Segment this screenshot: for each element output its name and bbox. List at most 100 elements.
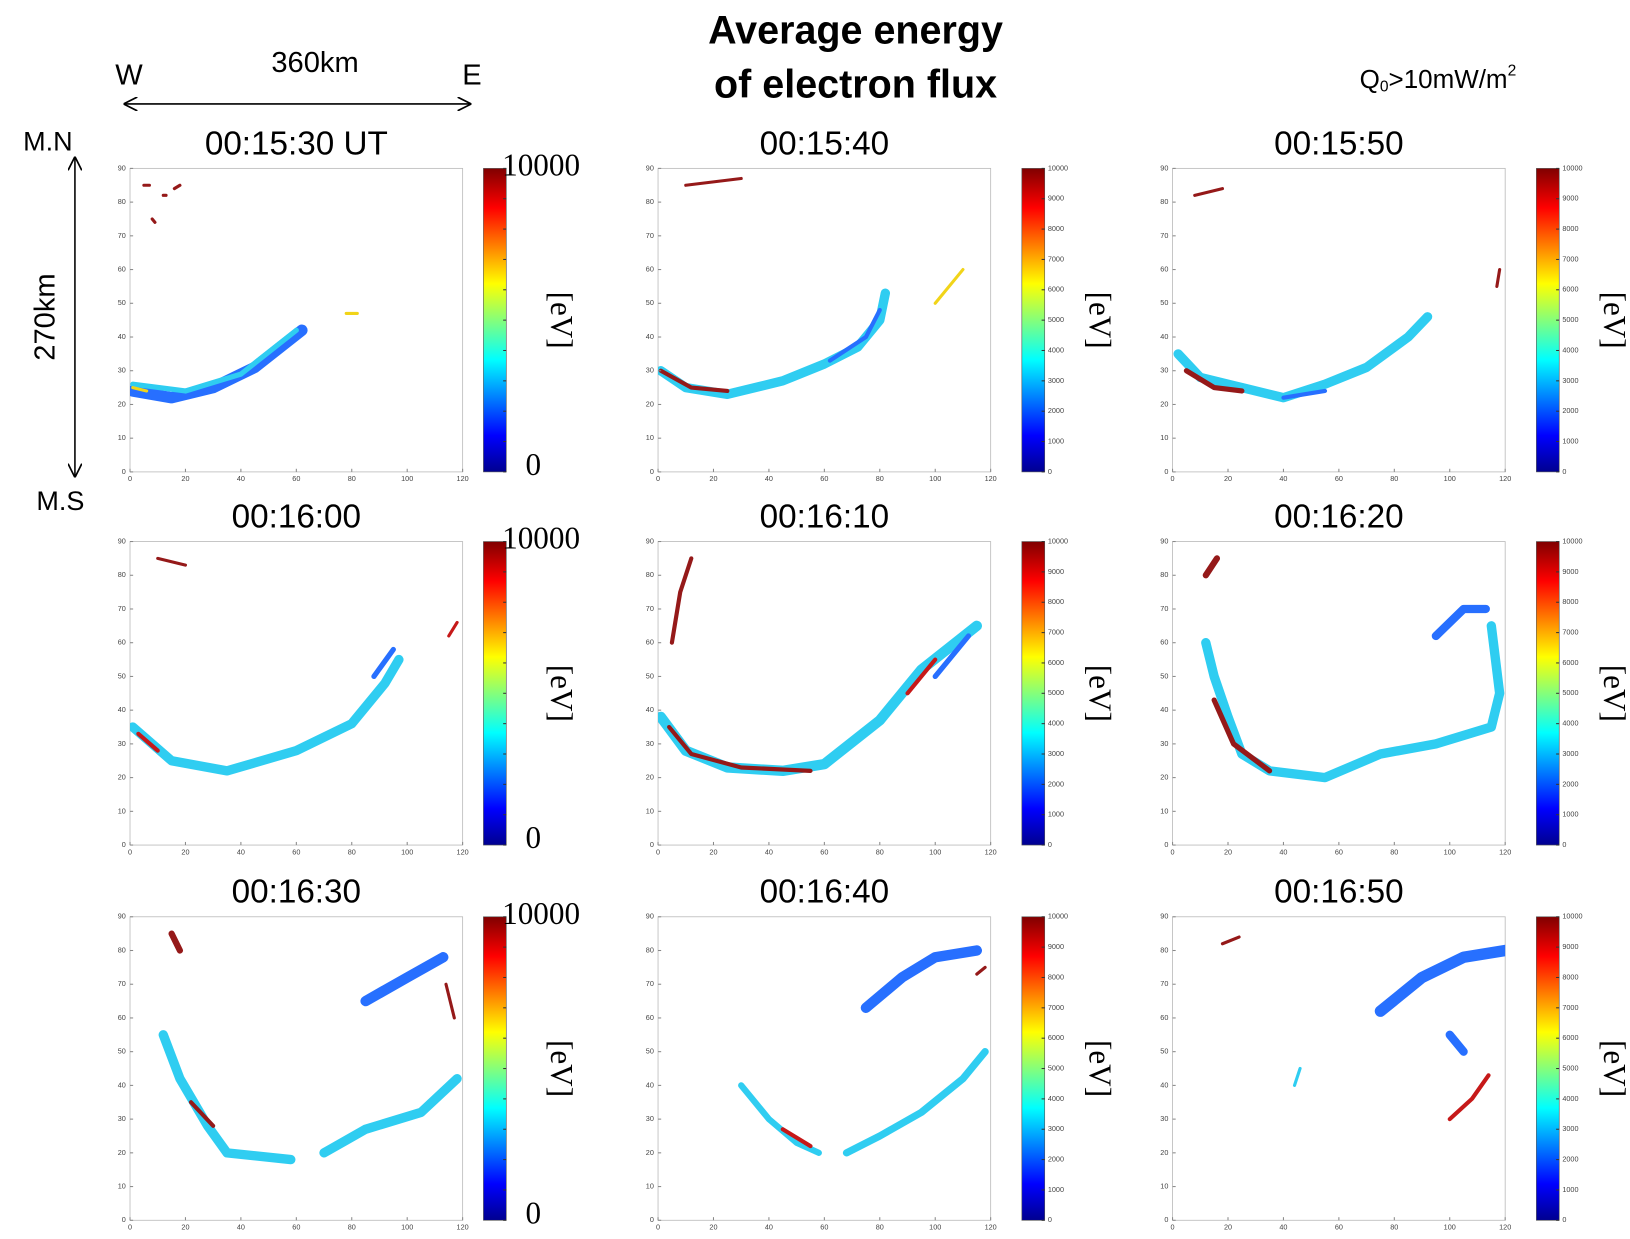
y-tick-label: 40 — [118, 1080, 126, 1089]
y-tick-label: 50 — [1160, 298, 1168, 307]
colorbar-tick-label: 4000 — [1562, 1094, 1578, 1103]
title: of electron flux — [714, 63, 997, 107]
aurora-shape — [188, 1100, 216, 1128]
aurora-shape — [1374, 944, 1506, 1017]
colorbar-tick-label: 2000 — [1048, 1155, 1064, 1164]
colorbar-max: 10000 — [502, 148, 580, 183]
colorbar-tick-label: 9000 — [1048, 942, 1064, 951]
aurora-shape — [1281, 388, 1328, 400]
colorbar-tick-label: 3000 — [1048, 1124, 1064, 1133]
y-tick-label: 60 — [118, 264, 126, 273]
x-tick-label: 120 — [985, 474, 997, 483]
colorbar-tick-label: 3000 — [1048, 376, 1064, 385]
aurora — [130, 556, 459, 776]
panel-title: 00:15:50 — [1274, 125, 1403, 162]
y-tick-label: 90 — [646, 163, 654, 172]
y-tick-label: 20 — [1160, 1148, 1168, 1157]
aurora — [130, 183, 359, 404]
colorbar-tick-label: 10000 — [1048, 536, 1068, 545]
y-tick-label: 10 — [118, 1181, 126, 1190]
aurora — [1220, 935, 1506, 1122]
colorbar-tick-label: 0 — [1562, 1215, 1566, 1224]
x-tick-label: 40 — [237, 847, 245, 856]
x-tick-label: 20 — [1224, 474, 1232, 483]
aurora-shape — [684, 176, 743, 187]
aurora-shape — [1495, 267, 1502, 288]
x-tick-label: 80 — [1390, 847, 1398, 856]
colorbar-tick-label: 1000 — [1562, 810, 1578, 819]
colorbar-tick-label: 9000 — [1562, 194, 1578, 203]
colorbar-tick-label: 10000 — [1562, 536, 1582, 545]
y-tick-label: 60 — [646, 638, 654, 647]
y-tick-label: 30 — [1160, 1114, 1168, 1123]
x-tick-label: 20 — [709, 474, 717, 483]
y-tick-label: 0 — [1164, 1215, 1168, 1224]
aurora-shape — [1431, 604, 1490, 641]
x-tick-label: 120 — [457, 474, 469, 483]
y-tick-label: 30 — [118, 366, 126, 375]
aurora-shape — [130, 324, 308, 404]
y-tick-label: 40 — [646, 332, 654, 341]
colorbar — [1021, 168, 1046, 473]
panel-title: 00:16:30 — [232, 874, 361, 911]
colorbar-tick-label: 3000 — [1562, 376, 1578, 385]
x-tick-label: 120 — [985, 847, 997, 856]
y-tick-label: 30 — [1160, 366, 1168, 375]
panel: 00:15:30 UT 0 20 40 60 80 100 120 0 10 20 30 40 50 60 7… — [118, 125, 580, 483]
colorbar-tick-label: 4000 — [1048, 719, 1064, 728]
x-tick-label: 100 — [1444, 847, 1456, 856]
colorbar-tick-label: 6000 — [1048, 658, 1064, 667]
condition-text: >10mW/m — [1389, 64, 1508, 94]
x-tick-label: 40 — [1279, 1222, 1287, 1231]
y-tick-label: 20 — [118, 773, 126, 782]
plot-frame — [129, 916, 464, 1221]
plot-frame — [1172, 167, 1506, 473]
x-tick-label: 20 — [1224, 847, 1232, 856]
y-tick-label: 40 — [118, 705, 126, 714]
y-tick-label: 30 — [1160, 739, 1168, 748]
colorbar-tick-label: 0 — [1562, 467, 1566, 476]
y-tick-label: 70 — [1160, 231, 1168, 240]
panel: 00:16:40 0 20 40 60 80 100 120 0 10 20 30 40 50 60 70 80… — [646, 874, 1118, 1232]
colorbar — [1536, 541, 1560, 846]
y-tick-label: 0 — [650, 840, 654, 849]
y-tick-label: 60 — [118, 638, 126, 647]
x-tick-label: 0 — [656, 1222, 660, 1231]
x-tick-label: 100 — [929, 474, 941, 483]
north-label: M.N — [23, 127, 73, 157]
colorbar-tick-label: 10000 — [1562, 912, 1582, 921]
x-tick-label: 80 — [1390, 474, 1398, 483]
colorbar-tick-label: 10000 — [1048, 912, 1068, 921]
x-tick-label: 120 — [1499, 474, 1511, 483]
panel: 00:16:50 0 20 40 60 80 100 120 0 10 20 30 40 50 60 70 80… — [1160, 874, 1630, 1232]
colorbar-tick-label: 1000 — [1048, 436, 1064, 445]
panel-title: 00:16:40 — [760, 874, 889, 911]
colorbar-tick-label: 6000 — [1048, 1033, 1064, 1042]
width-label: 360km — [271, 47, 358, 79]
x-tick-label: 20 — [181, 474, 189, 483]
colorbar-min: 0 — [526, 1195, 542, 1230]
colorbar-tick-label: 9000 — [1048, 567, 1064, 576]
y-tick-label: 70 — [646, 979, 654, 988]
y-tick-label: 90 — [1160, 536, 1168, 545]
x-tick-label: 120 — [457, 1222, 469, 1231]
panel: 00:16:00 0 20 40 60 80 100 120 0 10 20 30 40 50 60 70 80… — [118, 498, 580, 856]
panel-title: 00:15:30 UT — [205, 125, 388, 162]
x-tick-label: 100 — [929, 1222, 941, 1231]
x-tick-label: 0 — [1171, 474, 1175, 483]
y-tick-label: 80 — [118, 945, 126, 954]
colorbar-tick-label: 2000 — [1562, 406, 1578, 415]
colorbar-label: [eV] — [544, 665, 579, 722]
x-tick-label: 40 — [1279, 474, 1287, 483]
y-tick-label: 10 — [646, 806, 654, 815]
colorbar-tick-label: 8000 — [1562, 224, 1578, 233]
colorbar-tick-label: 9000 — [1562, 942, 1578, 951]
y-tick-label: 40 — [1160, 705, 1168, 714]
colorbar-tick-label: 8000 — [1048, 224, 1064, 233]
colorbar-tick-label: 7000 — [1048, 1003, 1064, 1012]
x-tick-label: 40 — [237, 1222, 245, 1231]
colorbar-tick-label: 7000 — [1562, 254, 1578, 263]
colorbar-tick-label: 8000 — [1048, 972, 1064, 981]
y-tick-label: 30 — [118, 1114, 126, 1123]
colorbar-tick-label: 10000 — [1562, 163, 1582, 172]
